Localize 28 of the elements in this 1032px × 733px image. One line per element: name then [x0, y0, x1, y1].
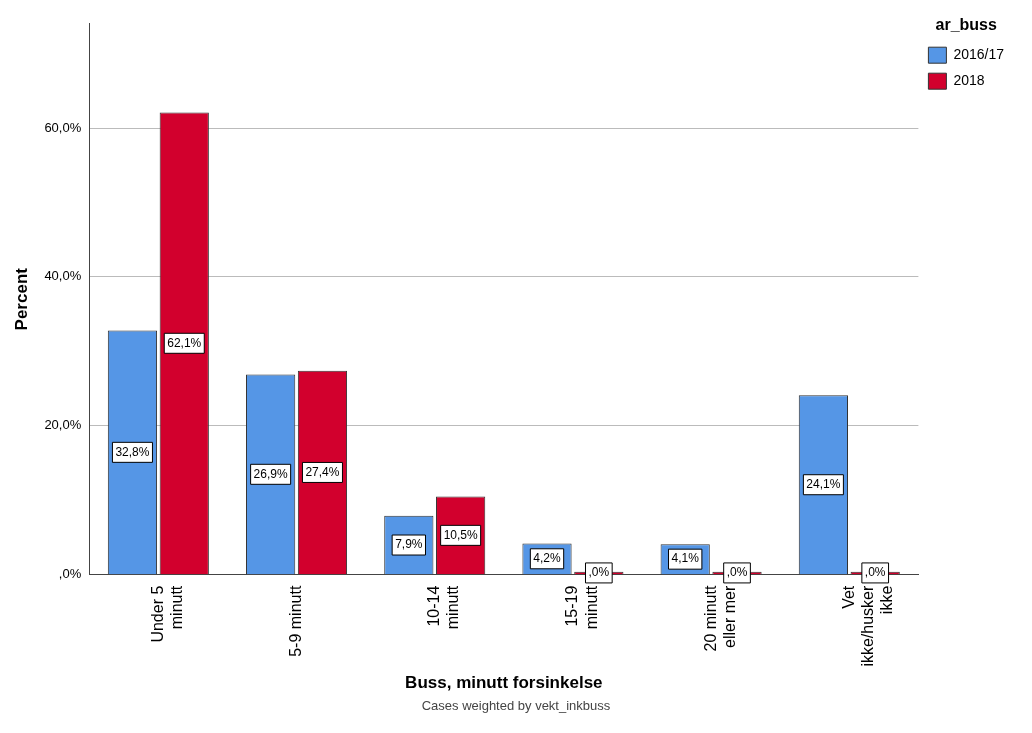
text: Cases weighted by vekt_inkbuss: [420, 698, 612, 713]
x-tick-label: 20 minutt eller mer: [701, 585, 738, 652]
data-label: ,0%: [588, 565, 610, 580]
y-tick-label: 40,0%: [44, 268, 82, 284]
x-tick-label: 15-19 minutt: [563, 585, 600, 630]
data-label: 26,9%: [253, 466, 288, 481]
data-label: ,0%: [726, 565, 748, 580]
data-label: 4,2%: [533, 551, 562, 566]
y-tick-label: 20,0%: [44, 417, 82, 433]
x-tick-label: Vet ikke/husker ikke: [839, 585, 896, 667]
data-label: 7,9%: [395, 537, 423, 552]
y-tick-label: ,0%: [58, 566, 82, 582]
data-label: 24,1%: [806, 477, 841, 492]
data-label: 32,8%: [115, 444, 150, 459]
legend-title: ar_buss: [935, 16, 997, 34]
y-tick-label: 60,0%: [44, 119, 82, 135]
x-tick-label: 5-9 minutt: [286, 585, 304, 657]
x-tick-label: 10-14 minutt: [425, 585, 462, 630]
data-label: 62,1%: [167, 335, 202, 350]
legend-label: 2018: [953, 72, 985, 89]
data-label: ,0%: [864, 565, 886, 580]
y-axis-title: Percent: [11, 267, 31, 331]
data-label: 27,4%: [305, 464, 340, 479]
x-tick-label: Under 5 minutt: [148, 585, 185, 643]
x-axis-title: Buss, minutt forsinkelse: [405, 673, 603, 693]
legend-label: 2016/17: [953, 46, 1005, 63]
data-label: 10,5%: [443, 527, 478, 542]
data-label: 4,1%: [671, 551, 700, 566]
